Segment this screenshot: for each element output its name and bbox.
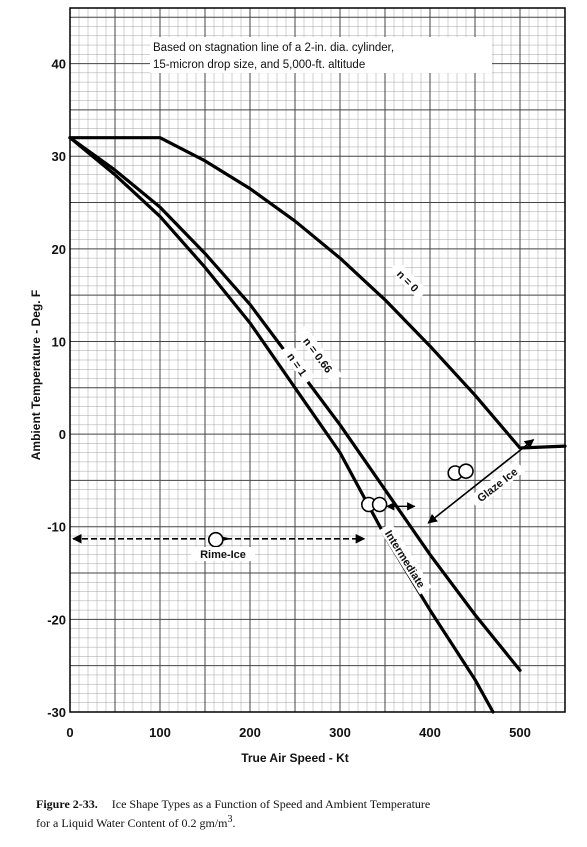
rime-ice-shape-icon [208,531,224,548]
y-tick-label: 40 [52,57,66,72]
y-tick-label: -20 [47,612,66,627]
note-box [150,37,492,73]
intermediate-label-bg [379,522,432,595]
x-tick-label: 400 [419,725,441,740]
y-tick-label: 20 [52,242,66,257]
series-label-bg [389,260,428,300]
note-line-1: Based on stagnation line of a 2-in. dia.… [153,42,394,54]
rime-ice-label-bg [191,547,255,562]
y-tick-labels: 40 30 20 10 0 -10 -20 -30 [47,57,66,720]
x-tick-labels: 0 100 200 300 400 500 [66,725,530,740]
caption-line-1: Ice Shape Types as a Function of Speed a… [111,797,431,811]
caption-superscript: 3 [227,814,233,825]
series-label-group-1: n = 0 [389,260,428,300]
intermediate-shape-icon-2 [371,496,388,513]
x-tick-label: 200 [239,725,261,740]
caption-line-2: for a Liquid Water Content of 0.2 gm/m [36,816,228,830]
intermediate-label-group: Intermediate [379,522,432,595]
glaze-ice-label-bg [468,460,525,509]
caption-line-2-end: . [232,816,236,830]
series-line-3 [68,136,495,714]
series-label-bg [294,325,343,384]
rime-ice-shape-tip [222,536,232,541]
y-axis-label: Ambient Temperature - Deg. F [29,290,43,460]
series-line-1 [68,136,567,450]
x-tick-label: 300 [329,725,351,740]
series-label-bg [281,343,316,385]
glaze-ice-shape-icon-2 [458,463,474,479]
figure-number: Figure 2-33. [36,797,98,811]
note-line-2: 15-micron drop size, and 5,000-ft. altit… [153,59,365,71]
y-tick-label: 30 [52,149,66,164]
rime-ice-label: Rime-Ice [200,549,246,561]
x-tick-label: 0 [66,725,73,740]
glaze-ice-arrow [427,439,535,524]
x-axis-label: True Air Speed - Kt [241,751,349,765]
plot-frame [69,7,566,713]
y-tick-label: 10 [52,334,66,349]
y-tick-label: -30 [47,705,66,720]
x-tick-label: 500 [509,725,531,740]
figure-caption: Figure 2-33. Ice Shape Types as a Functio… [36,796,576,831]
x-tick-label: 100 [149,725,171,740]
y-tick-label: 0 [59,427,66,442]
y-tick-label: -10 [47,520,66,535]
